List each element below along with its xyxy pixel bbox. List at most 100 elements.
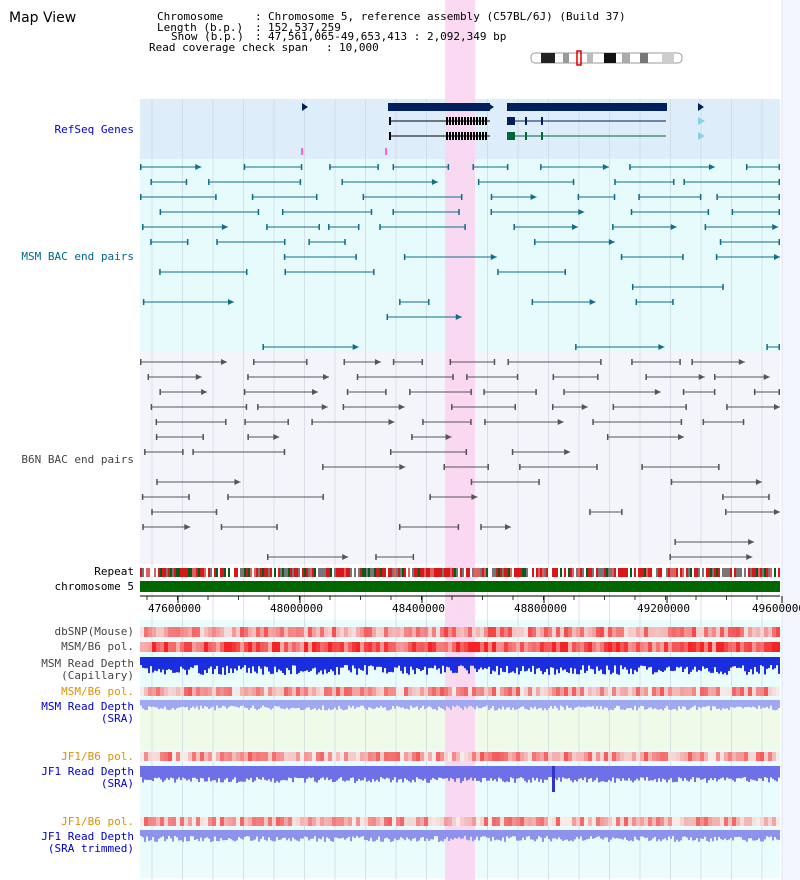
depth-bar [502, 657, 504, 672]
depth-bar [536, 700, 538, 710]
heat-cell [372, 817, 376, 826]
repeat-segment [582, 568, 584, 577]
depth-bar [650, 657, 652, 667]
depth-bar [704, 700, 706, 707]
depth-bar [384, 766, 386, 780]
depth-bar [776, 657, 778, 666]
repeat-segment [658, 568, 660, 577]
heat-cell [644, 687, 648, 696]
bac-end-right [722, 284, 724, 290]
depth-bar [234, 700, 236, 707]
heat-cell [168, 817, 172, 826]
depth-bar [378, 657, 380, 667]
heat-cell [400, 627, 404, 637]
depth-bar [190, 830, 192, 837]
track-label-msm-bac[interactable]: MSM BAC end pairs [21, 250, 134, 263]
depth-bar [268, 700, 270, 709]
heat-cell [720, 687, 724, 696]
heat-cell [396, 627, 400, 637]
heat-cell [744, 752, 748, 761]
track-label-refseq-genes[interactable]: RefSeq Genes [54, 123, 134, 136]
depth-bar [274, 657, 276, 667]
repeat-segment [712, 568, 714, 577]
depth-bar [272, 830, 274, 842]
heat-cell [768, 627, 772, 637]
heat-cell [636, 752, 640, 761]
heat-cell [676, 687, 680, 696]
depth-bar [778, 700, 780, 708]
track-label-msm-read-depth-sra[interactable]: MSM Read Depth [41, 700, 134, 713]
depth-bar [338, 766, 340, 779]
track-label-msm-read-depth-capillary[interactable]: MSM Read Depth [41, 657, 134, 670]
depth-bar [610, 657, 612, 675]
depth-bar [434, 830, 436, 837]
depth-bar [292, 830, 294, 838]
repeat-segment [236, 568, 238, 577]
repeat-segment [630, 568, 632, 577]
track-label-msm-b6-pol-2[interactable]: MSM/B6 pol. [61, 685, 134, 698]
heat-cell [560, 627, 564, 637]
repeat-segment [446, 568, 448, 577]
heat-cell [608, 817, 612, 826]
heat-cell [304, 687, 308, 696]
depth-bar [346, 657, 348, 666]
track-label-dbsnp[interactable]: dbSNP(Mouse) [54, 625, 134, 638]
heat-cell [364, 687, 368, 696]
repeat-segment [174, 568, 176, 577]
bac-end-left [722, 494, 724, 500]
depth-bar [628, 700, 630, 709]
bac-end-left [308, 239, 310, 245]
exon [389, 132, 391, 140]
track-label-jf1-b6-pol[interactable]: JF1/B6 pol. [61, 750, 134, 763]
heat-cell [356, 752, 360, 761]
track-label-jf1-read-depth-trimmed[interactable]: JF1 Read Depth [41, 830, 134, 843]
depth-bar [416, 766, 418, 778]
bac-end-left [262, 344, 264, 350]
heat-cell [536, 752, 540, 761]
depth-bar [346, 700, 348, 710]
depth-bar [486, 657, 488, 669]
depth-bar [298, 766, 300, 779]
depth-bar [484, 830, 486, 837]
track-label-repeat[interactable]: Repeat [94, 565, 134, 578]
depth-bar [560, 766, 562, 782]
heat-cell [324, 627, 328, 637]
track-label-b6n-bac[interactable]: B6N BAC end pairs [21, 453, 134, 466]
depth-bar [344, 700, 346, 710]
depth-bar [246, 830, 248, 837]
depth-bar [420, 766, 422, 780]
depth-bar [554, 700, 556, 707]
bac-end-left [362, 194, 365, 200]
depth-bar [454, 700, 456, 707]
depth-bar [300, 700, 302, 710]
heat-cell [500, 817, 504, 826]
depth-bar [222, 657, 224, 668]
depth-bar [678, 830, 680, 842]
depth-bar [542, 830, 544, 842]
track-label-jf1-b6-pol-2[interactable]: JF1/B6 pol. [61, 815, 134, 828]
heat-cell [148, 817, 152, 826]
depth-bar [140, 700, 142, 706]
depth-bar [214, 700, 216, 711]
track-label-msm-b6-pol[interactable]: MSM/B6 pol. [61, 640, 134, 653]
track-label-jf1-read-depth-sra[interactable]: JF1 Read Depth [41, 765, 134, 778]
heat-cell [308, 817, 312, 826]
depth-bar [364, 830, 366, 840]
chromosome-ideogram[interactable] [530, 50, 683, 66]
repeat-segment [472, 568, 474, 577]
bac-end-left [375, 554, 377, 560]
bac-end-arrow [557, 419, 564, 425]
depth-bar [416, 830, 418, 842]
depth-bar [486, 766, 488, 781]
depth-bar [680, 657, 682, 667]
depth-bar [624, 700, 626, 710]
depth-bar [626, 700, 628, 709]
heat-cell [652, 817, 656, 826]
depth-bar [404, 766, 406, 779]
repeat-segment [550, 568, 552, 577]
depth-bar [492, 657, 494, 671]
bac-end-left [253, 359, 255, 365]
depth-bar [268, 830, 270, 838]
depth-bar [774, 657, 776, 669]
heat-cell [440, 817, 444, 826]
